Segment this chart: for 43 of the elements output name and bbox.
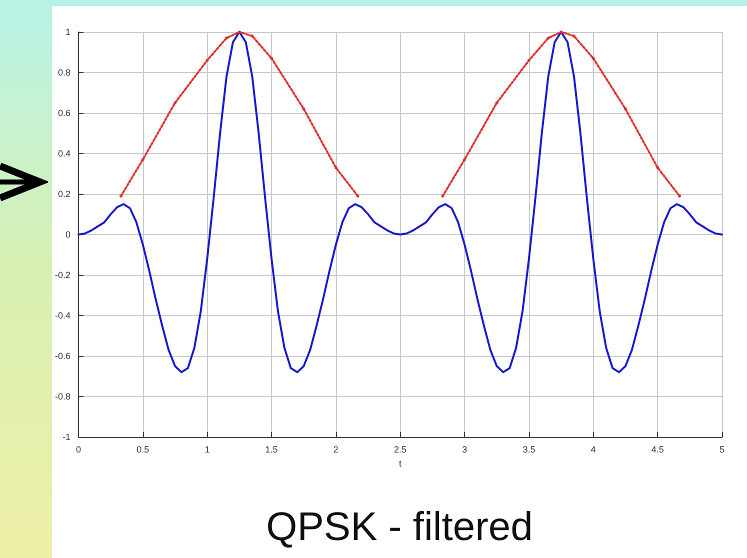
- y-tick-label: 0.6: [58, 108, 71, 118]
- x-tick-label: 4: [590, 444, 596, 454]
- point: [624, 107, 627, 110]
- text: QPSK - filtered: [266, 505, 533, 549]
- point: [141, 158, 144, 162]
- y-tick-label: 0: [65, 230, 71, 240]
- point: [356, 194, 360, 198]
- point: [592, 56, 595, 60]
- point: [174, 101, 177, 104]
- point: [441, 194, 444, 198]
- point: [527, 58, 530, 62]
- y-tick-label: 0.2: [58, 189, 71, 199]
- x-tick-label: 2: [333, 444, 338, 454]
- point: [656, 166, 660, 170]
- point: [206, 58, 209, 62]
- x-tick-label: 5: [719, 444, 725, 454]
- point: [546, 36, 550, 40]
- y-tick-label: 0.4: [58, 148, 71, 158]
- point: [572, 34, 576, 38]
- x-tick-label: 3.5: [522, 444, 536, 454]
- point: [463, 158, 466, 162]
- y-tick-label: -0.4: [54, 310, 71, 320]
- x-axis-title: t: [398, 458, 402, 468]
- x-tick-label: 2.5: [394, 444, 407, 454]
- y-tick-label: -0.6: [54, 351, 71, 361]
- y-tick-label: 0.8: [58, 68, 71, 78]
- point: [238, 30, 241, 34]
- x-tick-label: 0.5: [136, 444, 150, 454]
- x-tick-label: 0: [76, 444, 82, 454]
- point: [495, 101, 498, 104]
- point: [334, 166, 338, 170]
- y-tick-label: -0.8: [54, 392, 71, 402]
- y-tick-label: 1: [65, 27, 71, 37]
- y-tick-label: -0.2: [54, 270, 71, 280]
- point: [225, 36, 228, 40]
- x-tick-label: 4.5: [651, 444, 664, 454]
- point: [302, 107, 306, 110]
- x-tick-label: 1: [204, 444, 210, 454]
- x-tick-label: 1.5: [265, 444, 278, 454]
- y-tick-label: -1: [62, 432, 71, 442]
- point: [270, 56, 274, 60]
- x-tick-label: 3: [462, 444, 468, 454]
- point: [250, 34, 254, 38]
